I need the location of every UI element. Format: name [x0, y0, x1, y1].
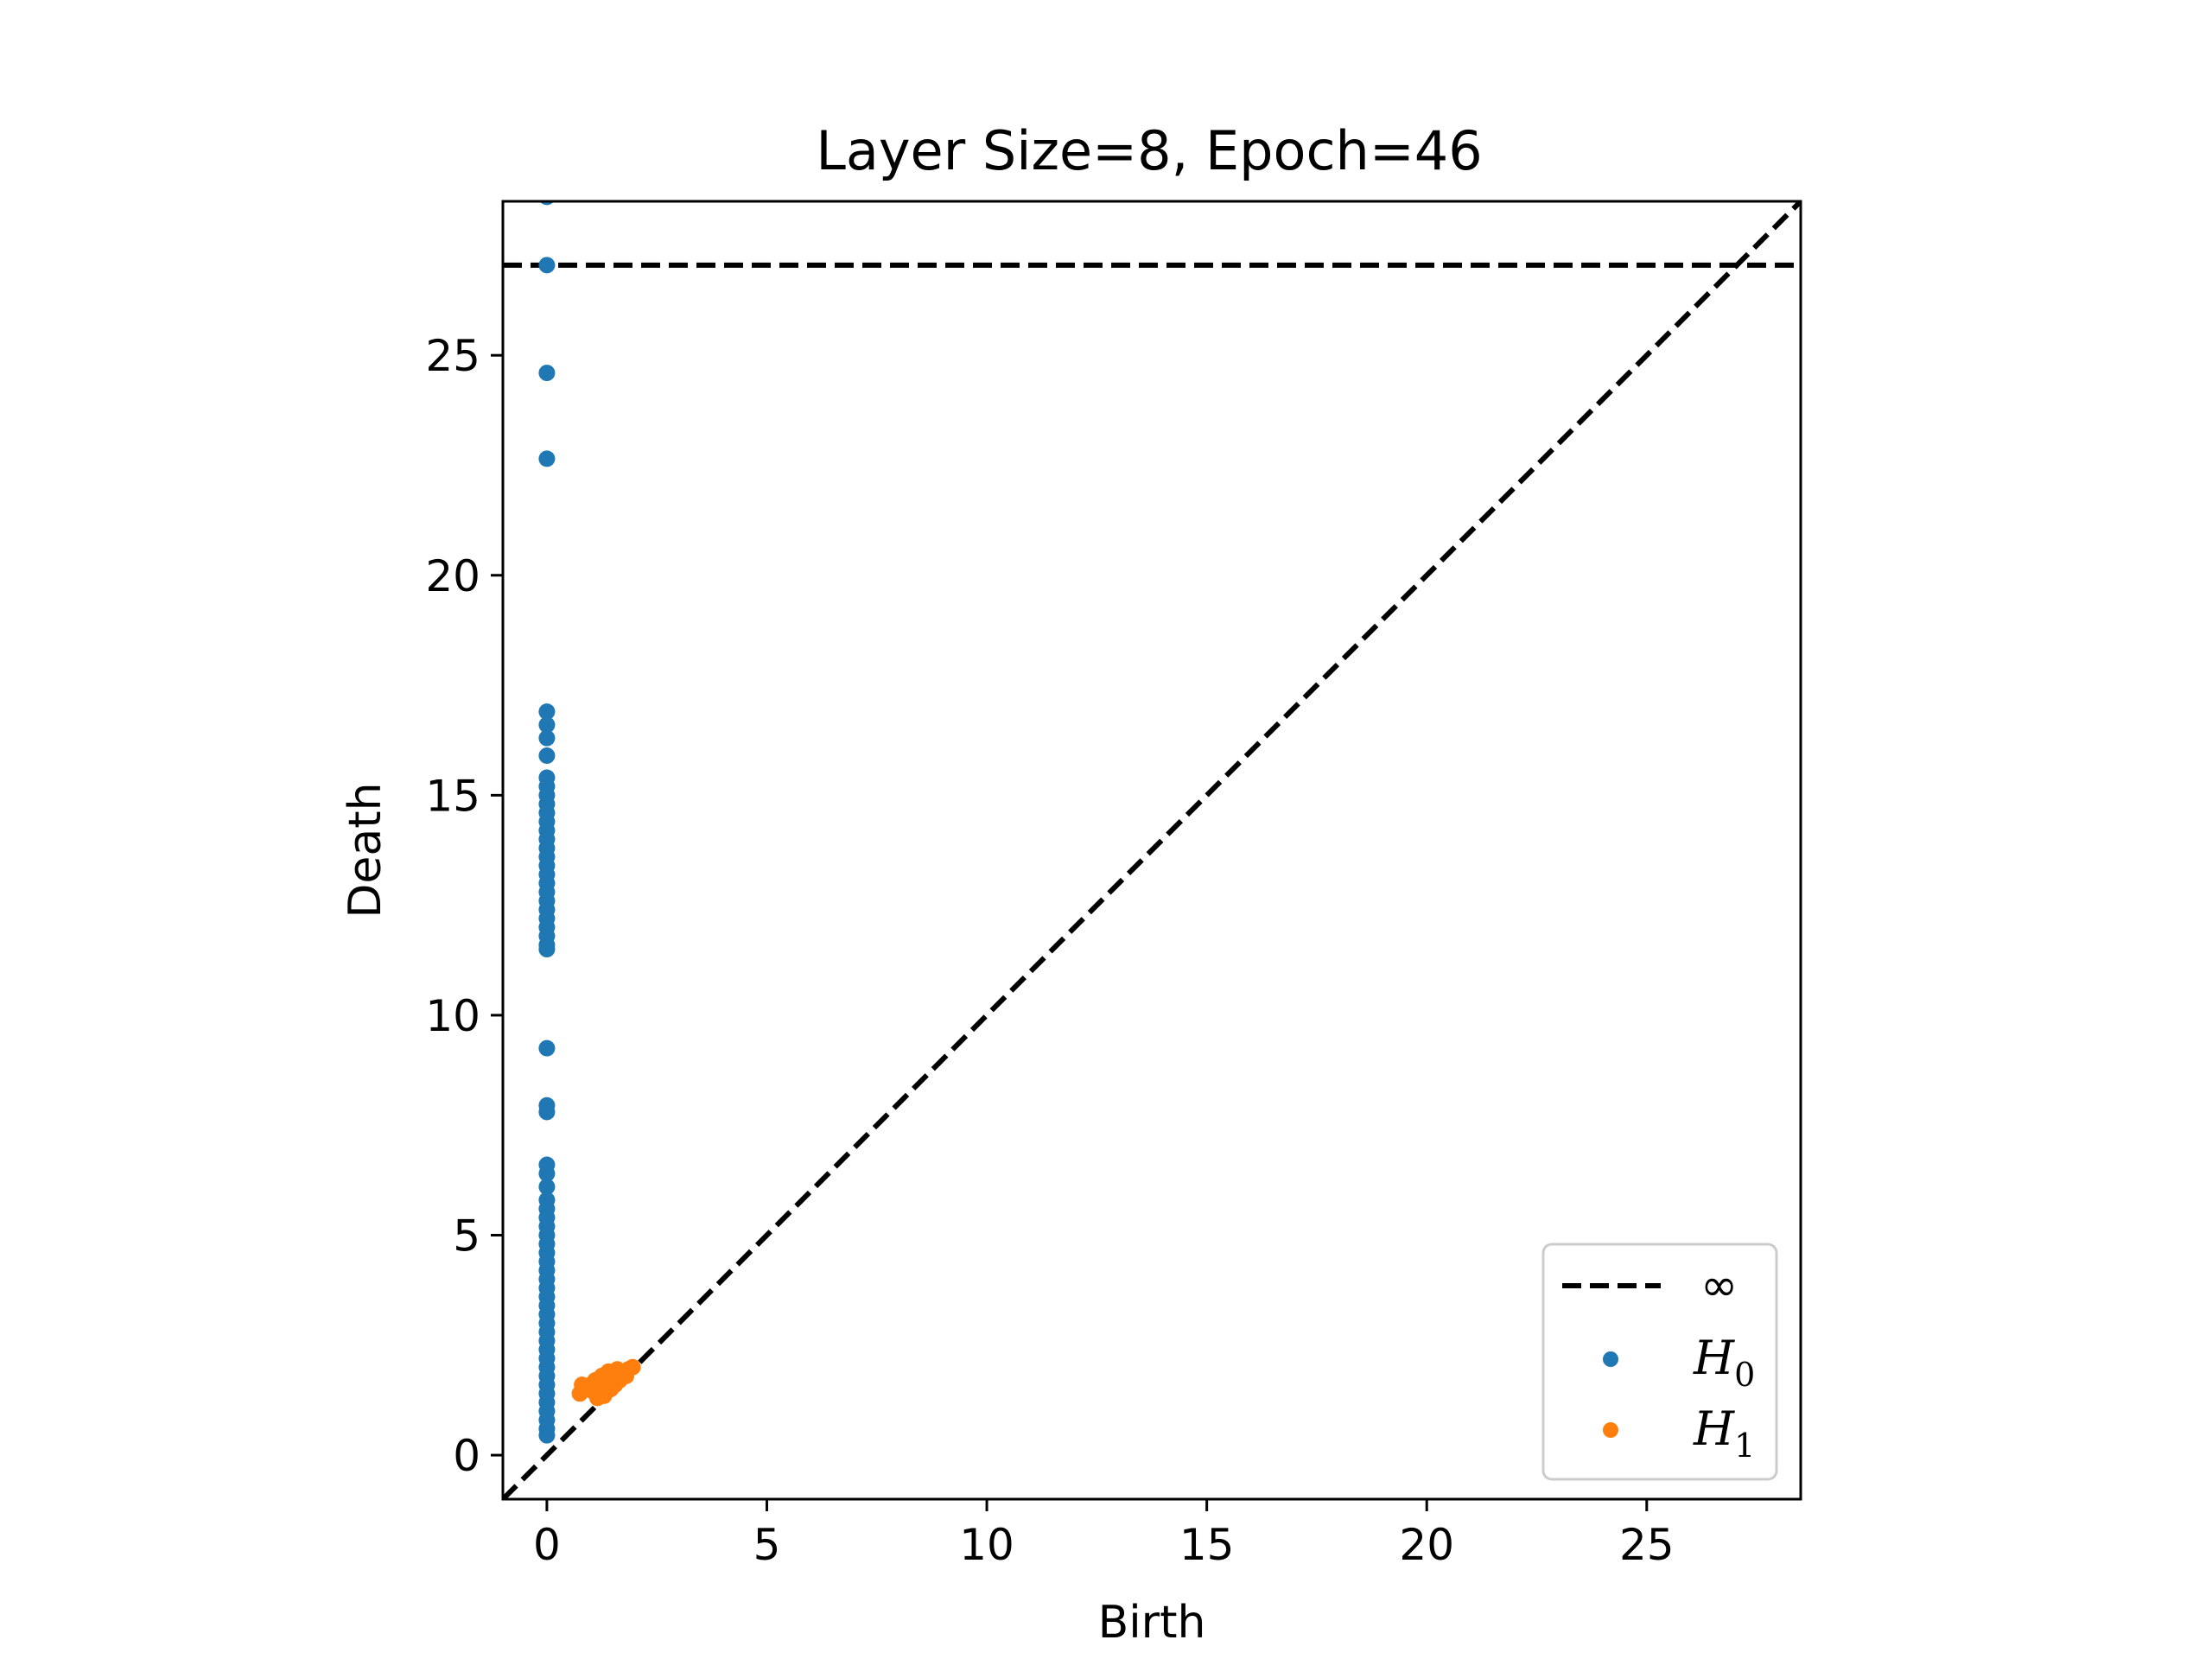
y-axis-label: Death: [340, 782, 391, 918]
h0-point: [538, 703, 556, 721]
x-tick-label: 5: [753, 1520, 781, 1570]
reference-lines: [503, 201, 1801, 1499]
y-tick-label: 5: [453, 1211, 480, 1262]
h1-point: [588, 1389, 606, 1407]
h0-point: [538, 716, 556, 734]
legend-infinity-label: ∞: [1700, 1260, 1738, 1312]
diagonal-line: [503, 201, 1801, 1499]
axes-frame: [501, 200, 1802, 1501]
data-points: [538, 201, 641, 1444]
x-axis-label: Birth: [1098, 1597, 1206, 1649]
legend-h0-marker: [1603, 1351, 1618, 1367]
h0-point: [538, 1103, 556, 1121]
h0-point: [538, 941, 556, 958]
h0-point: [538, 450, 556, 467]
y-tick-label: 20: [425, 551, 480, 601]
h0-point: [538, 1427, 556, 1444]
legend: ∞ H0 H1: [1541, 1243, 1778, 1481]
x-tick-label: 10: [959, 1520, 1014, 1570]
y-tick-label: 25: [425, 331, 480, 381]
y-tick-label: 10: [425, 991, 480, 1041]
x-tick-label: 25: [1619, 1520, 1675, 1570]
chart-title: Layer Size=8, Epoch=46: [816, 119, 1482, 182]
x-tick-label: 15: [1179, 1520, 1235, 1570]
h0-point: [538, 1039, 556, 1057]
series-h0: [538, 201, 556, 1444]
series-h1: [571, 1358, 641, 1407]
h0-point: [538, 729, 556, 747]
h0-point: [538, 747, 556, 765]
legend-box: [1541, 1243, 1778, 1481]
y-tick-label: 15: [425, 771, 480, 821]
h1-point: [624, 1358, 641, 1376]
x-axis: 0 5 10 15 20 25: [533, 1499, 1675, 1570]
y-axis: 0 5 10 15 20 25: [425, 331, 503, 1481]
x-tick-label: 0: [533, 1520, 561, 1570]
h0-point: [538, 1179, 556, 1196]
h0-point: [538, 365, 556, 382]
h0-point: [538, 257, 556, 274]
y-tick-label: 0: [453, 1431, 480, 1481]
h0-point: [538, 1165, 556, 1182]
legend-h1-marker: [1603, 1422, 1618, 1438]
x-tick-label: 20: [1399, 1520, 1454, 1570]
